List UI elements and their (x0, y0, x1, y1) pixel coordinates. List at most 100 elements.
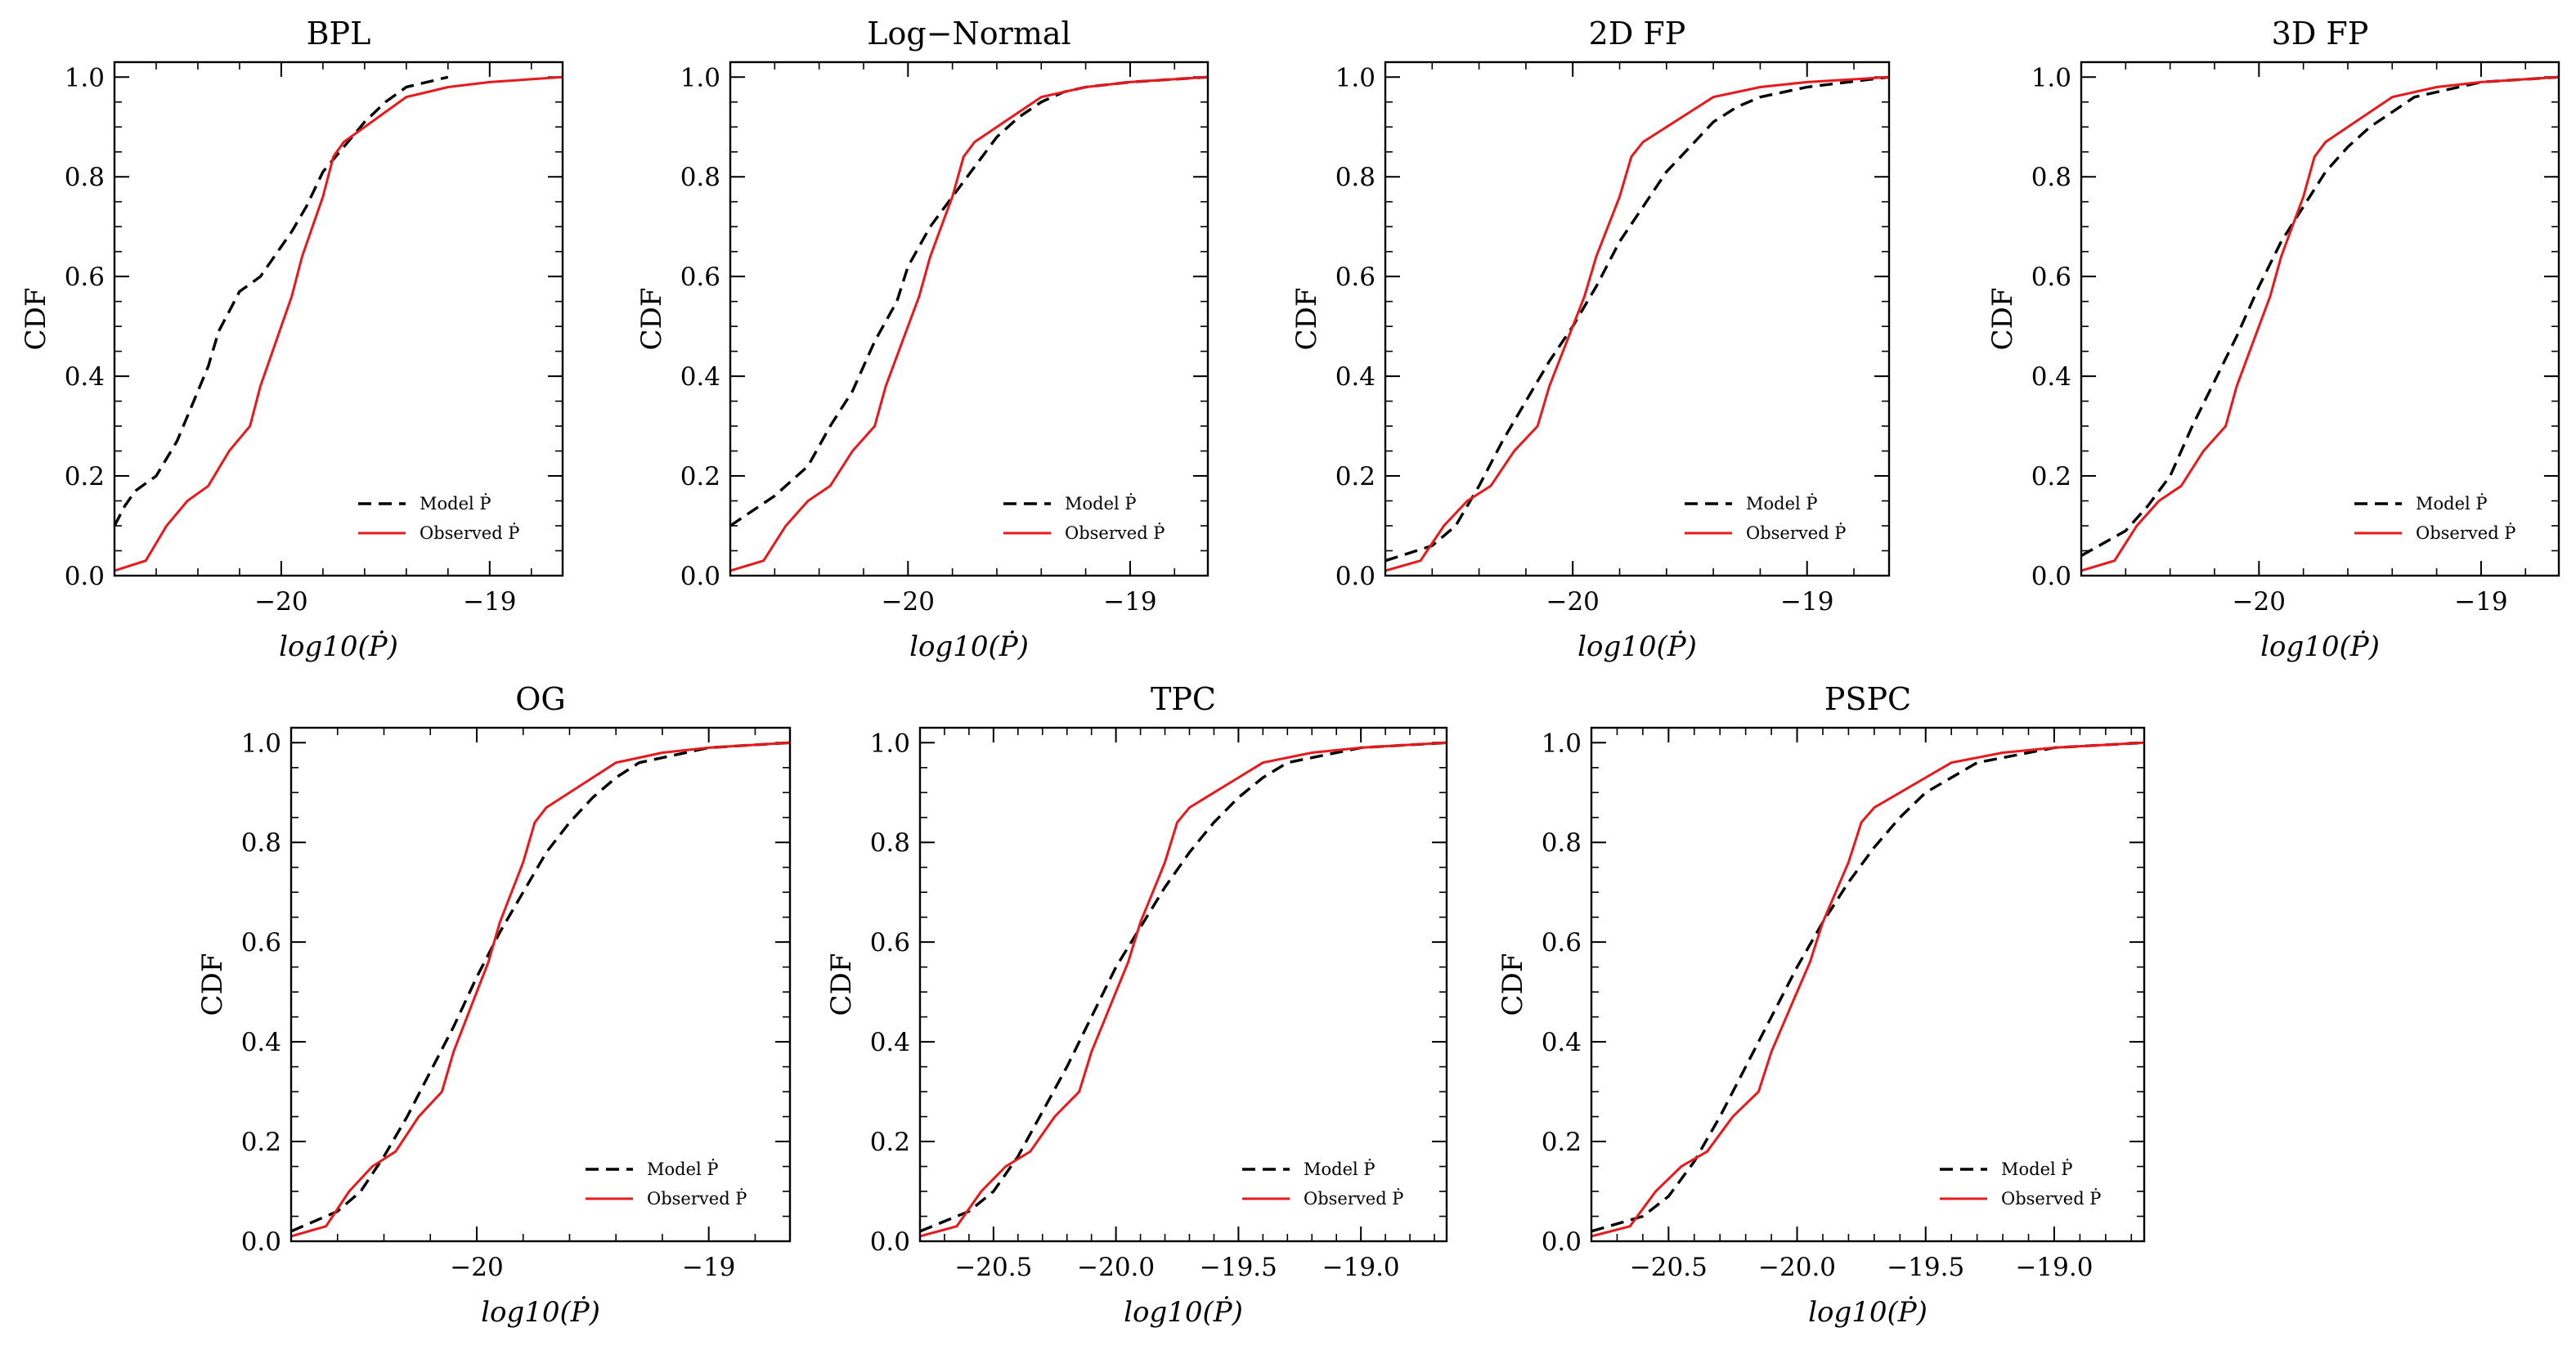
y-axis-label: CDF (1290, 288, 1323, 351)
y-tick-label: 1.0 (1542, 729, 1582, 758)
y-tick-label: 0.0 (2031, 562, 2071, 591)
legend-label-observed: Observed Ṗ (420, 523, 519, 543)
y-axis-label: CDF (196, 953, 229, 1016)
x-tick-label: −20 (2233, 587, 2286, 617)
series-observed-line (1591, 741, 2144, 1238)
legend-label-observed: Observed Ṗ (1746, 523, 1846, 543)
y-tick-label: 0.8 (870, 828, 910, 858)
panel-title: 3D FP (2272, 16, 2369, 52)
series-observed-line (291, 741, 790, 1238)
y-tick-label: 0.2 (1542, 1128, 1582, 1157)
y-tick-label: 0.2 (1335, 462, 1376, 491)
legend-label-observed: Observed Ṗ (1065, 523, 1165, 543)
y-tick-label: 0.2 (241, 1128, 281, 1157)
y-tick-label: 1.0 (870, 729, 910, 758)
axes-frame (289, 726, 792, 1243)
legend-label-model: Model Ṗ (1065, 494, 1137, 514)
y-tick-label: 0.0 (1542, 1227, 1582, 1257)
legend-label-observed: Observed Ṗ (2001, 1189, 2101, 1209)
series-model-line (291, 741, 790, 1233)
legend-label-observed: Observed Ṗ (1304, 1189, 1403, 1209)
panel-3: 2D FP 0.0 0.2 0.4 0.6 0.8 1.0 −20 −19 CDF log10(Ṗ)… (1290, 16, 1891, 663)
y-tick-label: 0.4 (241, 1028, 281, 1057)
x-tick-label: −20.5 (1630, 1253, 1708, 1282)
y-tick-label: 0.6 (65, 262, 105, 292)
x-tick-label: −20 (1546, 587, 1599, 617)
legend: Model Ṗ Observed Ṗ (1003, 494, 1165, 543)
y-tick-label: 0.2 (680, 462, 720, 491)
legend-label-observed: Observed Ṗ (2416, 523, 2515, 543)
y-axis-label: CDF (1986, 288, 2019, 351)
y-tick-label: 0.4 (1335, 362, 1376, 392)
y-tick-label: 0.2 (2031, 462, 2071, 491)
x-axis-label: log10(Ṗ) (909, 630, 1029, 663)
x-tick-label: −20 (450, 1253, 503, 1282)
panel-title: 2D FP (1589, 16, 1686, 52)
legend-label-model: Model Ṗ (420, 494, 491, 514)
y-tick-label: 1.0 (1335, 63, 1376, 92)
series-observed-line (730, 75, 1208, 572)
y-tick-label: 1.0 (241, 729, 281, 758)
y-axis-label: CDF (825, 953, 858, 1016)
y-tick-label: 0.8 (241, 828, 281, 858)
x-axis-label: log10(Ṗ) (279, 630, 398, 663)
axes-frame (1384, 61, 1891, 577)
legend: Model Ṗ Observed Ṗ (2354, 494, 2515, 543)
y-tick-label: 0.8 (1335, 163, 1376, 192)
legend-label-model: Model Ṗ (2416, 494, 2488, 514)
y-tick-label: 0.6 (1542, 928, 1582, 958)
y-tick-label: 0.0 (870, 1227, 910, 1257)
y-tick-label: 0.0 (680, 562, 720, 591)
y-tick-label: 0.2 (65, 462, 105, 491)
x-axis-label: log10(Ṗ) (1808, 1296, 1928, 1329)
y-tick-label: 0.0 (1335, 562, 1376, 591)
y-tick-label: 0.4 (1542, 1028, 1582, 1057)
panel-7: PSPC 0.0 0.2 0.4 0.6 0.8 1.0 −20.5 −20.0 −19.5 −19… (1497, 681, 2146, 1329)
series-model-line (2081, 75, 2559, 558)
x-axis-label: log10(Ṗ) (1124, 1296, 1243, 1329)
y-tick-label: 1.0 (2031, 63, 2071, 92)
axes-frame (1590, 726, 2146, 1243)
x-tick-label: −20.0 (1077, 1253, 1155, 1282)
legend-label-model: Model Ṗ (1746, 494, 1818, 514)
legend-label-model: Model Ṗ (647, 1159, 719, 1179)
series-model-line (920, 741, 1447, 1233)
y-tick-label: 0.6 (2031, 262, 2071, 292)
x-tick-label: −19.5 (1887, 1253, 1964, 1282)
y-tick-label: 0.8 (65, 163, 105, 192)
panel-title: Log−Normal (867, 16, 1070, 52)
x-tick-label: −20 (254, 587, 307, 617)
y-tick-label: 0.6 (680, 262, 720, 292)
y-tick-label: 0.4 (680, 362, 720, 392)
y-tick-label: 0.6 (870, 928, 910, 958)
series-model-line (730, 75, 1208, 527)
y-tick-label: 0.8 (680, 163, 720, 192)
panel-title: BPL (307, 16, 371, 52)
series-observed-line (920, 741, 1447, 1238)
x-tick-label: −19 (1103, 587, 1156, 617)
x-axis-label: log10(Ṗ) (1577, 630, 1697, 663)
axes-frame (918, 726, 1448, 1243)
y-tick-label: 0.4 (870, 1028, 910, 1057)
y-tick-label: 0.0 (241, 1227, 281, 1257)
x-tick-label: −19 (1780, 587, 1833, 617)
legend: Model Ṗ Observed Ṗ (586, 1159, 747, 1209)
x-axis-label: log10(Ṗ) (481, 1296, 600, 1329)
panel-title: PSPC (1824, 681, 1911, 717)
x-tick-label: −19 (2454, 587, 2507, 617)
axes-frame (2080, 61, 2560, 577)
panel-6: TPC 0.0 0.2 0.4 0.6 0.8 1.0 −20.5 −20.0 −19.5 −19.… (825, 681, 1448, 1329)
y-tick-label: 1.0 (680, 63, 720, 92)
x-axis-label: log10(Ṗ) (2260, 630, 2380, 663)
legend: Model Ṗ Observed Ṗ (358, 494, 519, 543)
y-tick-label: 0.8 (1542, 828, 1582, 858)
legend-label-model: Model Ṗ (1304, 1159, 1376, 1179)
x-tick-label: −20.0 (1758, 1253, 1836, 1282)
y-axis-label: CDF (1497, 953, 1529, 1016)
y-tick-label: 0.6 (241, 928, 281, 958)
y-axis-label: CDF (635, 288, 668, 351)
legend: Model Ṗ Observed Ṗ (1242, 1159, 1403, 1209)
y-tick-label: 1.0 (65, 63, 105, 92)
